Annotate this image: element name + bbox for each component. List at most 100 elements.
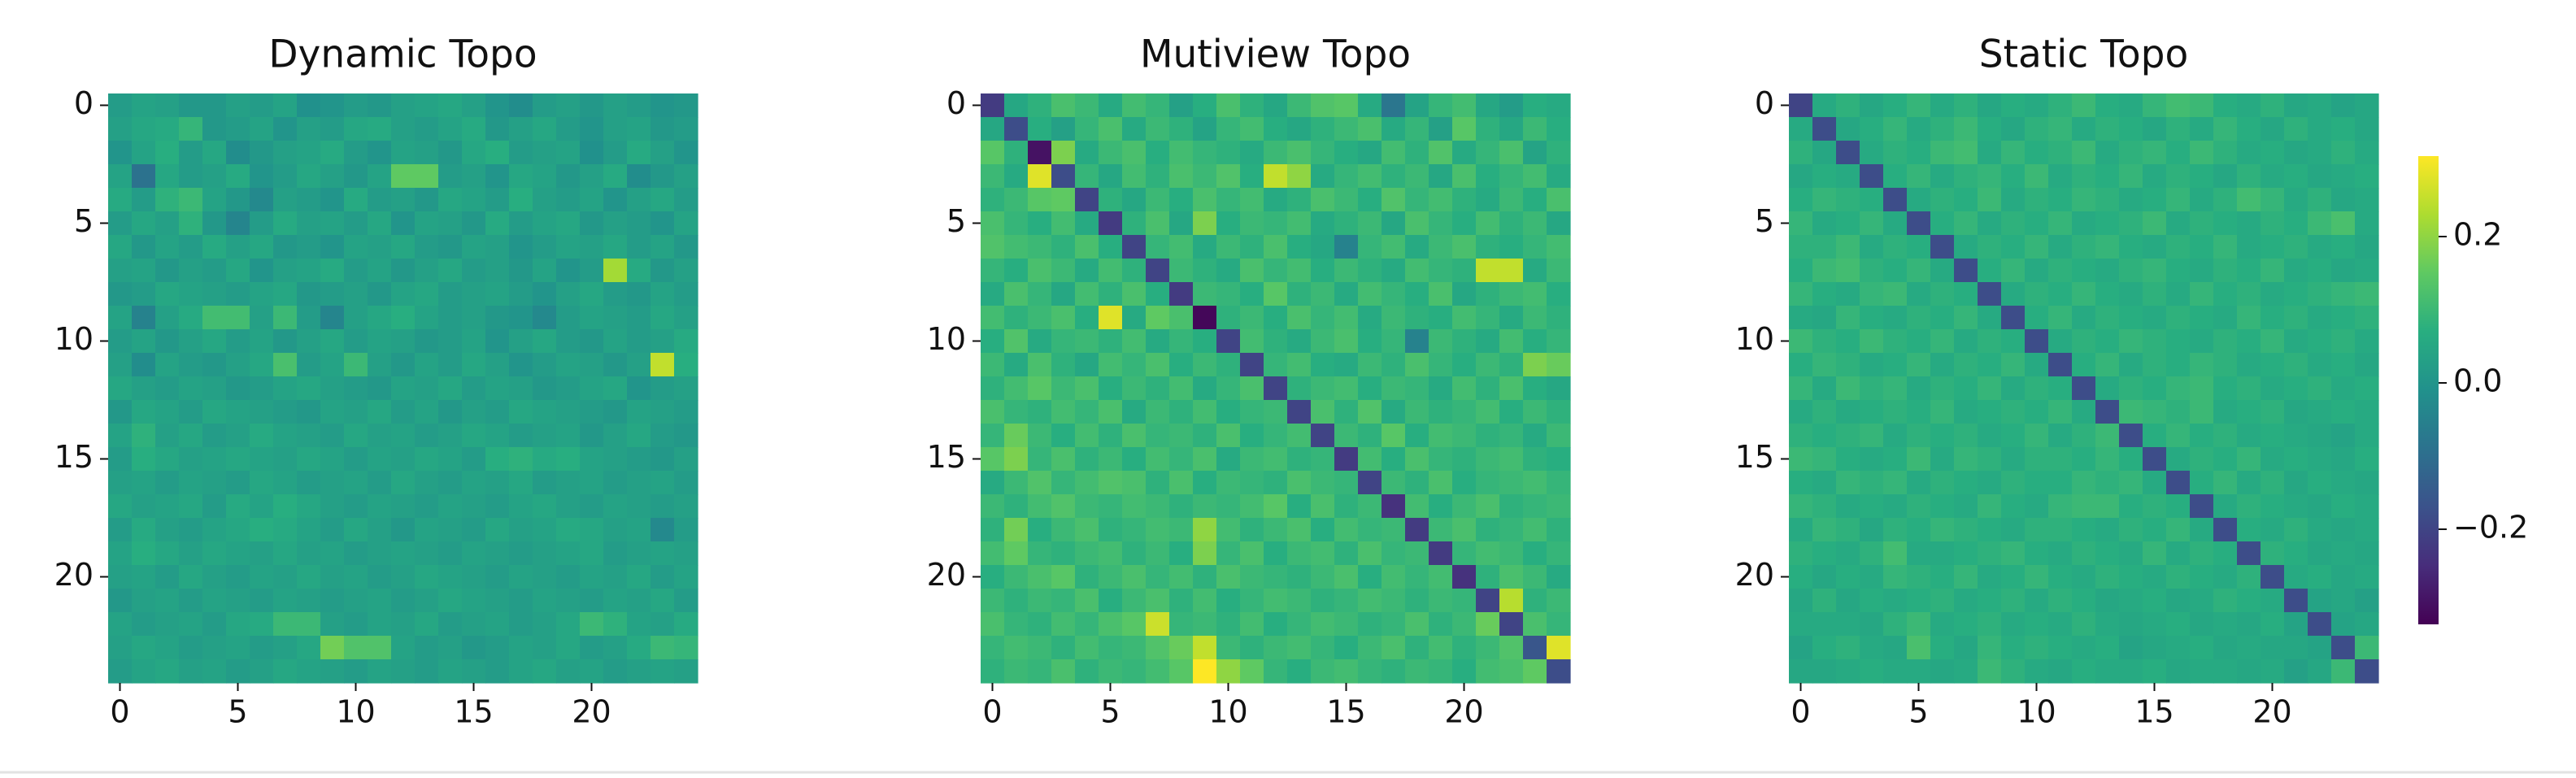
cell bbox=[533, 306, 557, 330]
cell bbox=[1075, 188, 1099, 212]
cell bbox=[132, 259, 156, 283]
x-tick-label: 0 bbox=[982, 694, 1002, 730]
cell bbox=[1287, 353, 1312, 377]
cell bbox=[1382, 565, 1406, 589]
cell bbox=[1146, 306, 1170, 330]
cell bbox=[297, 93, 321, 118]
cell bbox=[2143, 612, 2167, 637]
cell bbox=[627, 636, 651, 660]
cell bbox=[1004, 424, 1029, 448]
cell bbox=[1122, 565, 1147, 589]
cell bbox=[250, 589, 274, 613]
cell bbox=[1954, 471, 1978, 495]
cell bbox=[651, 400, 675, 424]
cell bbox=[1051, 612, 1076, 637]
cell bbox=[2095, 93, 2120, 118]
cell bbox=[556, 235, 581, 259]
y-tick-label: 15 bbox=[927, 439, 966, 475]
cell bbox=[2166, 659, 2191, 684]
cell bbox=[1146, 235, 1170, 259]
cell bbox=[556, 188, 581, 212]
cell bbox=[226, 471, 250, 495]
cell bbox=[415, 329, 439, 354]
cell bbox=[1358, 659, 1382, 684]
cell bbox=[1311, 471, 1335, 495]
cell bbox=[1264, 93, 1288, 118]
cell bbox=[1099, 211, 1123, 236]
cell bbox=[2237, 494, 2261, 519]
cell bbox=[603, 541, 628, 566]
cell bbox=[2119, 447, 2143, 472]
cell bbox=[250, 636, 274, 660]
cell bbox=[2237, 282, 2261, 306]
cell bbox=[273, 93, 298, 118]
cell bbox=[1883, 353, 1908, 377]
cell bbox=[1004, 659, 1029, 684]
cell bbox=[1883, 141, 1908, 165]
cell bbox=[533, 117, 557, 141]
cell bbox=[2237, 164, 2261, 189]
cell bbox=[1264, 211, 1288, 236]
cell bbox=[556, 141, 581, 165]
cell bbox=[2048, 235, 2073, 259]
x-tick-label: 15 bbox=[1326, 694, 1365, 730]
cell bbox=[1028, 447, 1052, 472]
cell bbox=[1836, 353, 1860, 377]
cell bbox=[1547, 565, 1571, 589]
cell bbox=[1523, 424, 1547, 448]
cell bbox=[627, 659, 651, 684]
cell bbox=[556, 353, 581, 377]
cell bbox=[1099, 447, 1123, 472]
cell bbox=[1954, 329, 1978, 354]
cell bbox=[1004, 306, 1029, 330]
cell bbox=[2025, 235, 2049, 259]
cell bbox=[179, 117, 203, 141]
cell bbox=[1930, 164, 1955, 189]
cell bbox=[1405, 188, 1429, 212]
cell bbox=[1051, 447, 1076, 472]
cell bbox=[1452, 211, 1477, 236]
cell bbox=[1193, 589, 1217, 613]
cell bbox=[1476, 93, 1500, 118]
cell bbox=[1499, 188, 1524, 212]
cell bbox=[1789, 565, 1813, 589]
cell bbox=[273, 282, 298, 306]
cell bbox=[1452, 636, 1477, 660]
cell bbox=[108, 589, 133, 613]
cell bbox=[1907, 353, 1931, 377]
cell bbox=[1954, 211, 1978, 236]
cell bbox=[1169, 447, 1194, 472]
cell bbox=[155, 565, 180, 589]
cell bbox=[2166, 117, 2191, 141]
cell bbox=[2237, 211, 2261, 236]
cell bbox=[462, 636, 486, 660]
cell bbox=[1028, 659, 1052, 684]
cell bbox=[1789, 589, 1813, 613]
cell bbox=[1860, 282, 1884, 306]
cell bbox=[1930, 659, 1955, 684]
cell bbox=[1789, 141, 1813, 165]
cell bbox=[2095, 541, 2120, 566]
cell bbox=[674, 424, 698, 448]
cell bbox=[1287, 424, 1312, 448]
cell bbox=[981, 211, 1005, 236]
cell bbox=[2237, 659, 2261, 684]
cell bbox=[1954, 353, 1978, 377]
cell bbox=[2166, 612, 2191, 637]
cell bbox=[981, 329, 1005, 354]
cell bbox=[108, 141, 133, 165]
cell bbox=[108, 400, 133, 424]
cell bbox=[2166, 424, 2191, 448]
cell bbox=[1523, 447, 1547, 472]
cell bbox=[415, 636, 439, 660]
cell bbox=[556, 518, 581, 542]
cell bbox=[2025, 353, 2049, 377]
cell bbox=[297, 471, 321, 495]
cell bbox=[1812, 306, 1837, 330]
cell bbox=[391, 141, 416, 165]
cell bbox=[1476, 471, 1500, 495]
cell bbox=[2072, 518, 2096, 542]
cell bbox=[2190, 353, 2214, 377]
cell bbox=[1978, 400, 2002, 424]
cell bbox=[108, 659, 133, 684]
